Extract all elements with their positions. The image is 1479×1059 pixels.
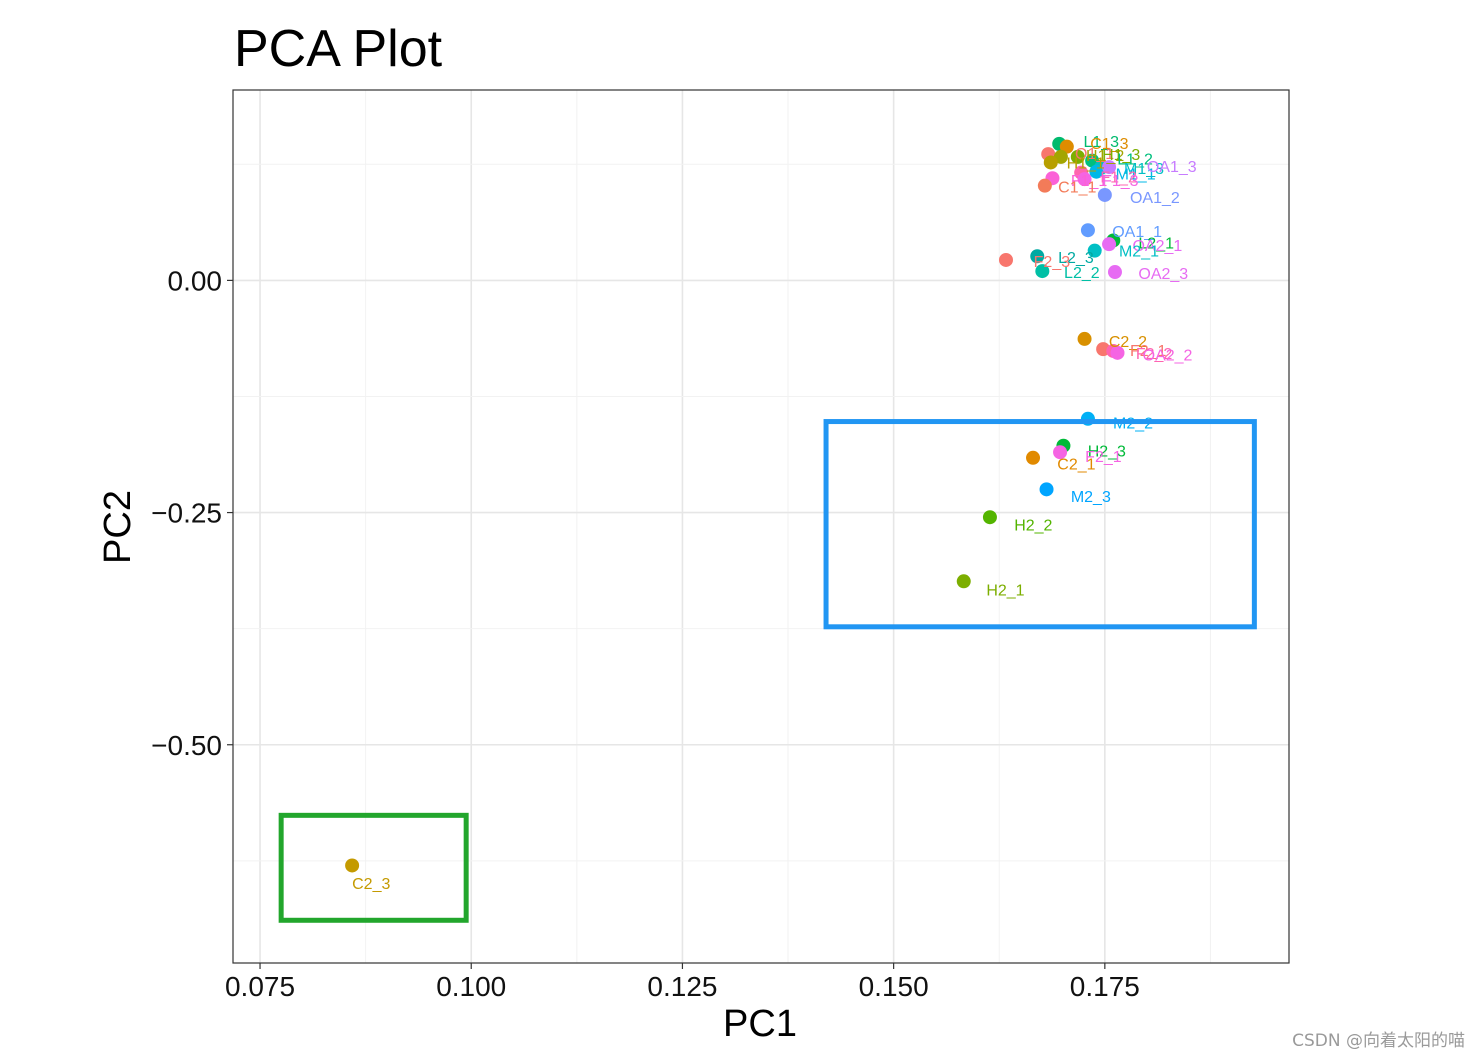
point-label: OA1_2: [1130, 190, 1180, 207]
data-point: [1080, 223, 1095, 238]
data-point: [1077, 331, 1092, 346]
point-label: L2_1: [1138, 235, 1174, 252]
point-label: L1_2: [1117, 152, 1153, 169]
y-tick-label: −0.50: [151, 730, 222, 761]
point-label: C1_3: [1090, 136, 1128, 153]
y-tick-label: 0.00: [168, 265, 223, 296]
point-label: OA2_2: [1143, 348, 1193, 365]
data-point: [1107, 265, 1122, 280]
point-label: L2_2: [1064, 265, 1100, 282]
point-label: H1_3: [1102, 147, 1140, 164]
data-points: [345, 136, 1125, 873]
point-label: H1_2: [1086, 148, 1124, 165]
data-point: [1110, 345, 1125, 360]
data-point: [1035, 264, 1050, 279]
green-highlight-box: [278, 812, 469, 923]
data-point: [1043, 155, 1058, 170]
axis-ticks: 0.075 0.100 0.125 0.150 0.175 0.00 −0.25 −0.50: [151, 265, 1140, 1002]
point-label: H2_3: [1088, 443, 1126, 460]
data-point: [1070, 149, 1085, 164]
point-label: M1_3: [1124, 161, 1164, 178]
plot-panel-border: [232, 89, 1290, 964]
point-label: L2_3: [1058, 250, 1094, 267]
point-label: C2_2: [1109, 334, 1147, 351]
point-label: M1_1: [1116, 167, 1156, 184]
chart-title: PCA Plot: [234, 20, 443, 78]
point-label: O1_1: [1075, 146, 1114, 163]
point-label: OA2_1: [1132, 238, 1182, 255]
data-point: [1089, 164, 1104, 179]
point-label: C2_3: [352, 876, 390, 893]
watermark-text: CSDN @向着太阳的喵: [1292, 1031, 1465, 1051]
point-label: L1_3: [1083, 134, 1119, 151]
point-label: C1_1: [1058, 180, 1096, 197]
point-label: F1_1: [1071, 173, 1108, 190]
point-label: F1_3: [1102, 173, 1139, 190]
point-label: M2_1: [1119, 244, 1159, 261]
data-point: [998, 252, 1013, 267]
data-point: [1102, 160, 1117, 175]
data-point: [1077, 172, 1092, 187]
point-label: F2_1: [1085, 449, 1122, 466]
data-point: [1087, 243, 1102, 258]
point-label: M2_3: [1071, 489, 1111, 506]
data-point: [982, 510, 997, 525]
x-tick-label: 0.175: [1070, 971, 1140, 1002]
point-label: C2_1: [1057, 456, 1095, 473]
data-point: [1026, 450, 1041, 465]
data-point: [1097, 187, 1112, 202]
point-label: F2_3: [1034, 254, 1071, 271]
y-axis-title: PC2: [97, 490, 139, 564]
point-label: H1_1: [1067, 155, 1105, 172]
point-label: F1_2: [1100, 169, 1137, 186]
x-tick-label: 0.100: [436, 971, 506, 1002]
x-axis-title: PC1: [723, 1003, 797, 1045]
point-label: F2_1: [1130, 343, 1167, 360]
x-tick-label: 0.150: [859, 971, 929, 1002]
data-point: [1030, 249, 1045, 264]
x-tick-label: 0.125: [647, 971, 717, 1002]
point-label: H2_1: [986, 583, 1024, 600]
data-point: [956, 574, 971, 589]
data-point: [1059, 139, 1074, 154]
data-point: [345, 858, 360, 873]
point-label: OA2_3: [1138, 266, 1188, 283]
annotations: [278, 419, 1257, 923]
data-point: [1039, 482, 1054, 497]
data-point: [1037, 178, 1052, 193]
data-point: [1053, 445, 1068, 460]
point-label: OA1_3: [1147, 159, 1197, 176]
point-label: F2_2: [1136, 346, 1173, 363]
x-tick-label: 0.075: [225, 971, 295, 1002]
data-point: [1102, 237, 1117, 252]
blue-highlight-box: [823, 419, 1257, 630]
point-label: H2_2: [1014, 518, 1052, 535]
point-label: OA1_1: [1112, 224, 1162, 241]
y-tick-label: −0.25: [151, 498, 222, 529]
grid: [233, 90, 1289, 963]
point-labels: L1_3C1_3O1_1H1_2H1_3L1_2H1_1 M1_3M1_1OA1_…: [352, 134, 1197, 893]
